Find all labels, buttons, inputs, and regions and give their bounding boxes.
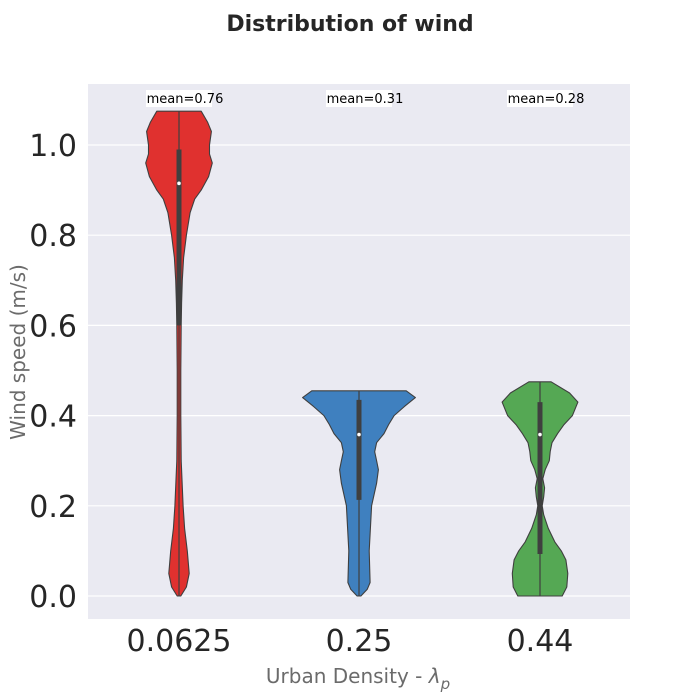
violins (145, 110, 579, 597)
violin-median (538, 432, 542, 437)
mean-label-bg (507, 90, 573, 107)
mean-label: mean=0.28 (507, 90, 584, 107)
y-axis-label: Wind speed (m/s) (6, 264, 30, 440)
y-tick-label: 1.0 (29, 129, 77, 164)
mean-label: mean=0.31 (326, 90, 403, 107)
y-tick-label: 0.8 (29, 219, 77, 254)
x-axis-label-symbol: λ (428, 664, 441, 688)
chart-title: Distribution of wind (226, 12, 473, 37)
y-tick-label: 0.2 (29, 490, 77, 525)
x-tick-label: 0.44 (507, 624, 574, 659)
mean-label-bg (326, 90, 392, 107)
mean-label: mean=0.76 (146, 90, 223, 107)
mean-label-bg (146, 90, 212, 107)
y-tick-label: 0.4 (29, 400, 77, 435)
x-tick-labels: 0.0625 0.25 0.44 (127, 624, 574, 659)
y-tick-label: 0.0 (29, 580, 77, 615)
x-axis-label-text: Urban Density - (266, 664, 429, 688)
mean-labels: mean=0.76 mean=0.31 mean=0.28 (146, 90, 584, 107)
x-tick-label: 0.25 (326, 624, 393, 659)
violin-median (357, 432, 361, 437)
x-axis-label-subscript: p (440, 675, 451, 693)
x-tick-label: 0.0625 (127, 624, 232, 659)
mean-label-text: mean=0.31 (327, 92, 404, 107)
x-axis-label: Urban Density - λp (266, 664, 450, 693)
mean-label-text: mean=0.76 (147, 92, 224, 107)
y-tick-label: 0.6 (29, 309, 77, 344)
mean-label-text: mean=0.28 (508, 92, 585, 107)
y-tick-labels: 0.0 0.2 0.4 0.6 0.8 1.0 (29, 129, 77, 615)
violin-median (177, 181, 181, 186)
